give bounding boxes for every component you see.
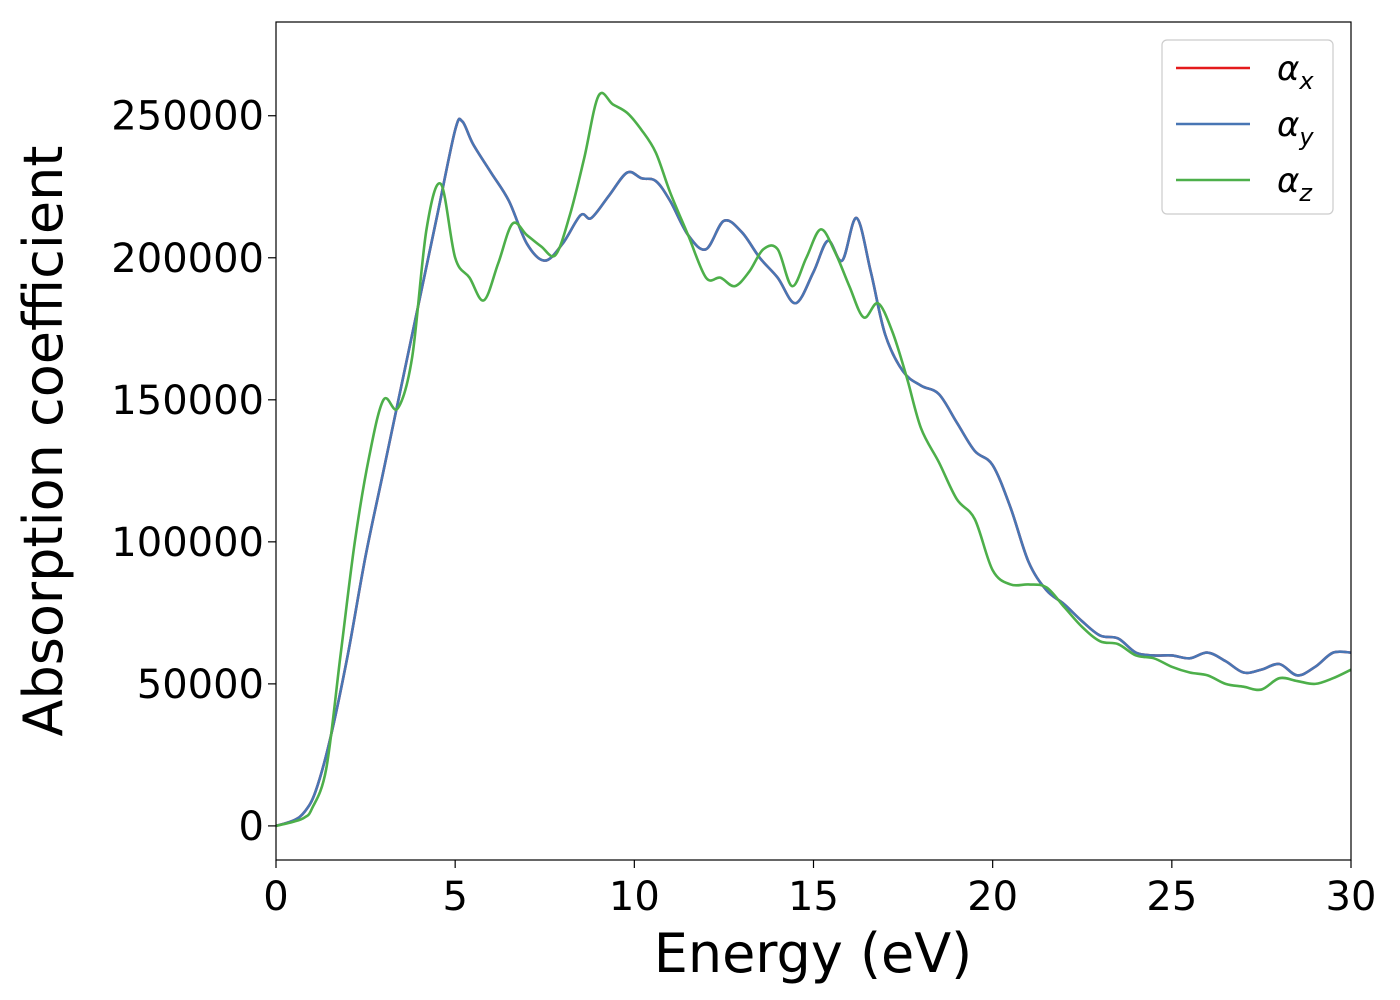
x-tick-label: 25 <box>1146 874 1197 920</box>
series-line-alpha-z <box>275 91 1352 828</box>
y-tick-label: 200000 <box>111 236 264 282</box>
x-tick-label: 20 <box>967 874 1018 920</box>
y-axis-title: Absorption coefficient <box>12 146 75 737</box>
y-tick-label: 0 <box>239 804 264 850</box>
x-axis-ticks: 0 5 10 15 20 25 30 <box>263 860 1376 920</box>
x-tick-label: 10 <box>609 874 660 920</box>
y-axis-ticks: 0 50000 100000 150000 200000 250000 <box>111 94 276 850</box>
y-tick-label: 50000 <box>137 662 264 708</box>
x-tick-label: 30 <box>1326 874 1377 920</box>
y-tick-label: 100000 <box>111 520 264 566</box>
y-tick-label: 150000 <box>111 378 264 424</box>
legend-box <box>1161 39 1334 215</box>
x-tick-label: 15 <box>788 874 839 920</box>
x-tick-label: 0 <box>263 874 288 920</box>
x-axis-title: Energy (eV) <box>654 922 973 985</box>
y-tick-label: 250000 <box>111 94 264 140</box>
x-tick-label: 5 <box>442 874 467 920</box>
series-layer <box>275 91 1352 828</box>
series-line-alpha-y <box>275 117 1352 828</box>
